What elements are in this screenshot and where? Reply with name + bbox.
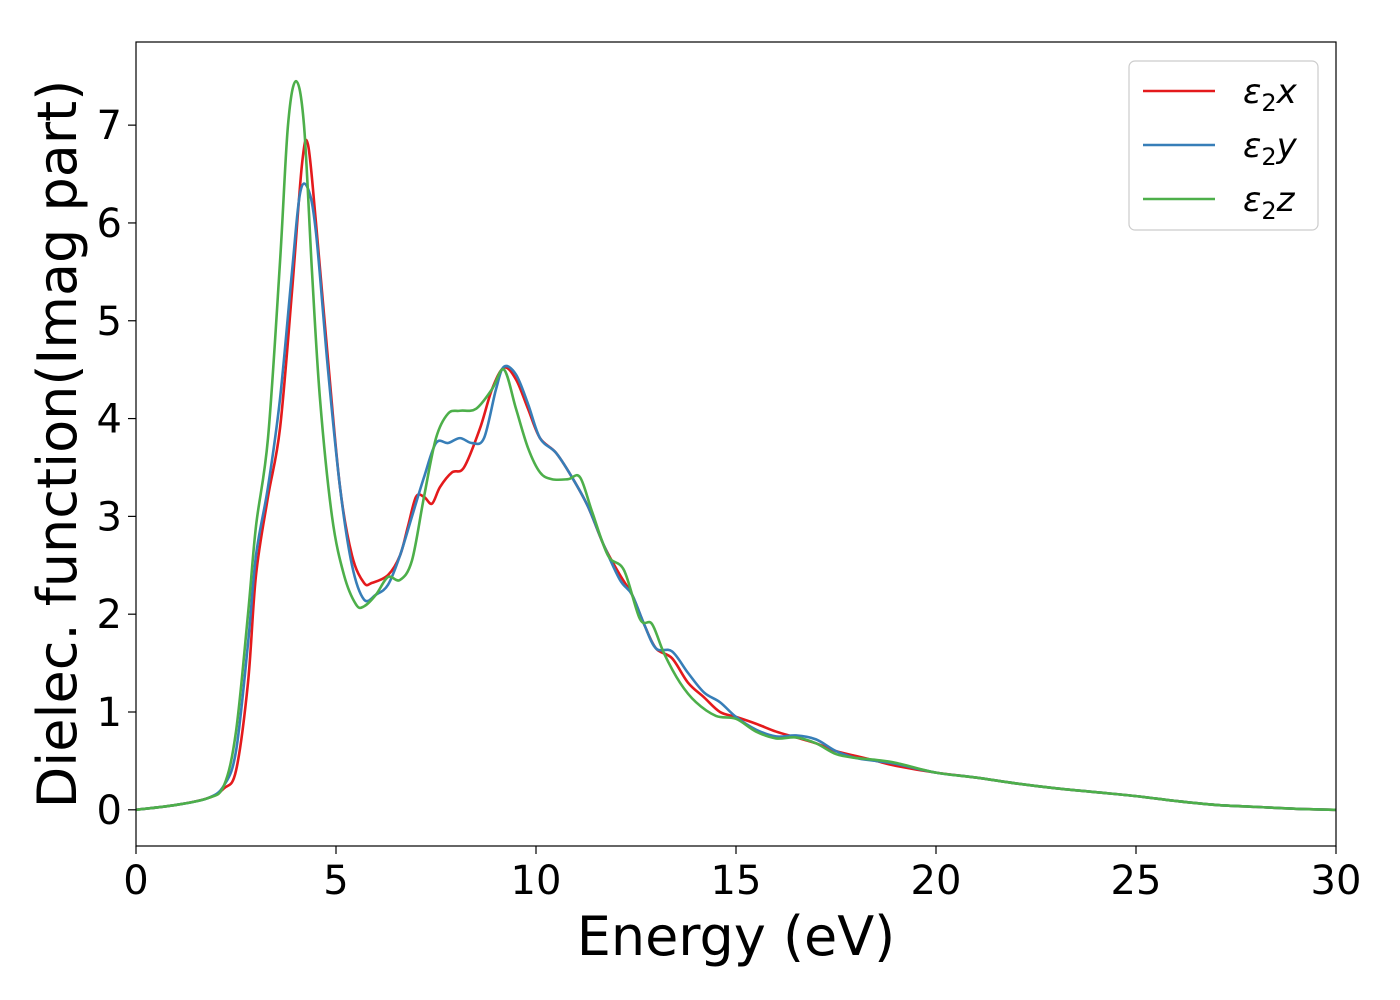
legend-label-x: ε2x (1243, 72, 1298, 117)
y-tick-label: 0 (97, 788, 122, 834)
legend-label-y: ε2y (1243, 126, 1298, 171)
y-tick-label: 1 (97, 690, 122, 736)
y-tick-label: 4 (97, 397, 122, 443)
y-tick-label: 5 (97, 299, 122, 345)
x-tick-label: 30 (1311, 858, 1362, 904)
y-tick-label: 3 (97, 494, 122, 540)
legend-label-z: ε2z (1243, 180, 1296, 225)
series-line-z (136, 79, 1336, 812)
x-tick-label: 15 (711, 858, 762, 904)
x-tick-label: 10 (511, 858, 562, 904)
x-tick-label: 20 (911, 858, 962, 904)
series-line-y (136, 182, 1336, 812)
y-tick-label: 2 (97, 592, 122, 638)
legend: ε2x ε2y ε2z (1128, 60, 1319, 231)
y-tick-label: 7 (97, 103, 122, 149)
x-tick-label: 5 (323, 858, 348, 904)
x-tick-label: 0 (123, 858, 148, 904)
y-tick-label: 6 (97, 201, 122, 247)
y-axis-label: Dielec. function(Imag part) (26, 80, 89, 809)
x-tick-label: 25 (1111, 858, 1162, 904)
legend-box (1128, 60, 1319, 231)
series-layer (136, 79, 1336, 812)
x-axis-label: Energy (eV) (577, 905, 896, 968)
x-axis-ticks: 0 5 10 15 20 25 30 (123, 846, 1361, 904)
y-axis-ticks: 0 1 2 3 4 5 6 7 (97, 103, 136, 834)
